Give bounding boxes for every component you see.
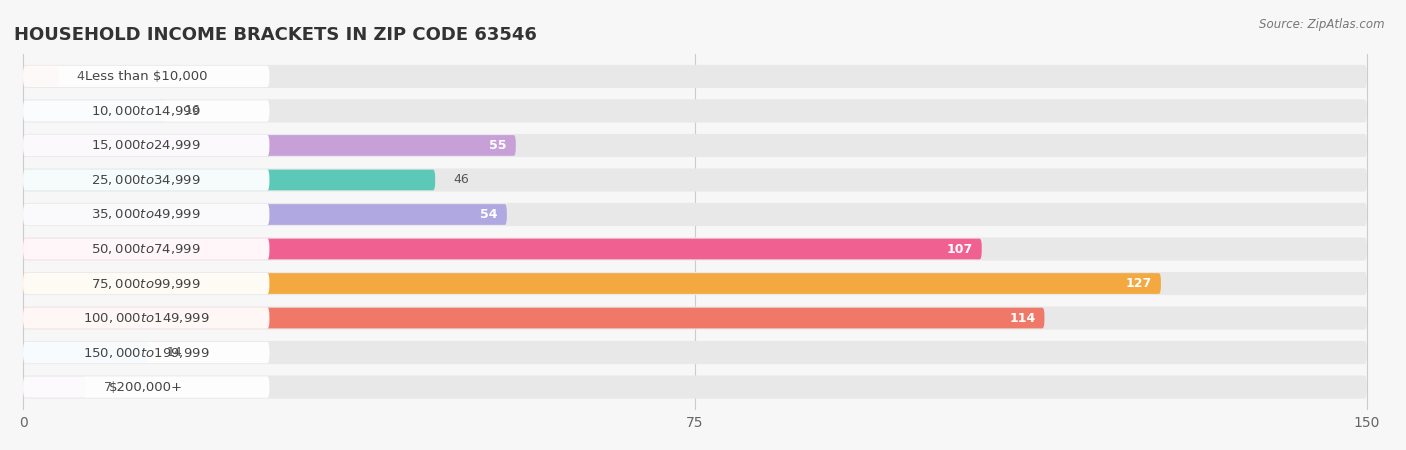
FancyBboxPatch shape xyxy=(22,306,1367,329)
Text: 14: 14 xyxy=(166,346,183,359)
FancyBboxPatch shape xyxy=(22,168,1367,192)
Text: 54: 54 xyxy=(481,208,498,221)
Text: 55: 55 xyxy=(489,139,506,152)
FancyBboxPatch shape xyxy=(22,170,436,190)
FancyBboxPatch shape xyxy=(22,273,1161,294)
FancyBboxPatch shape xyxy=(22,99,1367,122)
FancyBboxPatch shape xyxy=(22,342,149,363)
Text: $200,000+: $200,000+ xyxy=(110,381,183,394)
FancyBboxPatch shape xyxy=(22,272,1367,295)
Text: 114: 114 xyxy=(1010,311,1035,324)
FancyBboxPatch shape xyxy=(22,238,1367,261)
FancyBboxPatch shape xyxy=(22,100,270,122)
FancyBboxPatch shape xyxy=(22,135,516,156)
FancyBboxPatch shape xyxy=(22,238,981,259)
FancyBboxPatch shape xyxy=(22,66,59,87)
Text: 7: 7 xyxy=(104,381,111,394)
Text: 46: 46 xyxy=(453,174,468,186)
FancyBboxPatch shape xyxy=(22,134,1367,157)
Text: $35,000 to $49,999: $35,000 to $49,999 xyxy=(91,207,201,221)
FancyBboxPatch shape xyxy=(22,135,270,156)
FancyBboxPatch shape xyxy=(22,204,506,225)
Text: $15,000 to $24,999: $15,000 to $24,999 xyxy=(91,139,201,153)
Text: Source: ZipAtlas.com: Source: ZipAtlas.com xyxy=(1260,18,1385,31)
Text: $25,000 to $34,999: $25,000 to $34,999 xyxy=(91,173,201,187)
Text: Less than $10,000: Less than $10,000 xyxy=(84,70,208,83)
FancyBboxPatch shape xyxy=(22,273,270,294)
FancyBboxPatch shape xyxy=(22,342,270,363)
Text: 16: 16 xyxy=(184,104,200,117)
Text: $150,000 to $199,999: $150,000 to $199,999 xyxy=(83,346,209,360)
FancyBboxPatch shape xyxy=(22,65,1367,88)
FancyBboxPatch shape xyxy=(22,308,1045,328)
FancyBboxPatch shape xyxy=(22,307,270,329)
Text: 4: 4 xyxy=(77,70,84,83)
FancyBboxPatch shape xyxy=(22,377,86,397)
FancyBboxPatch shape xyxy=(22,341,1367,364)
Text: $50,000 to $74,999: $50,000 to $74,999 xyxy=(91,242,201,256)
Text: 107: 107 xyxy=(946,243,973,256)
FancyBboxPatch shape xyxy=(22,238,270,260)
FancyBboxPatch shape xyxy=(22,169,270,191)
FancyBboxPatch shape xyxy=(22,101,166,122)
Text: 127: 127 xyxy=(1126,277,1152,290)
Text: $75,000 to $99,999: $75,000 to $99,999 xyxy=(91,276,201,291)
Text: $100,000 to $149,999: $100,000 to $149,999 xyxy=(83,311,209,325)
FancyBboxPatch shape xyxy=(22,376,270,398)
FancyBboxPatch shape xyxy=(22,203,1367,226)
Text: HOUSEHOLD INCOME BRACKETS IN ZIP CODE 63546: HOUSEHOLD INCOME BRACKETS IN ZIP CODE 63… xyxy=(14,26,537,44)
FancyBboxPatch shape xyxy=(22,375,1367,399)
FancyBboxPatch shape xyxy=(22,66,270,87)
Text: $10,000 to $14,999: $10,000 to $14,999 xyxy=(91,104,201,118)
FancyBboxPatch shape xyxy=(22,204,270,225)
